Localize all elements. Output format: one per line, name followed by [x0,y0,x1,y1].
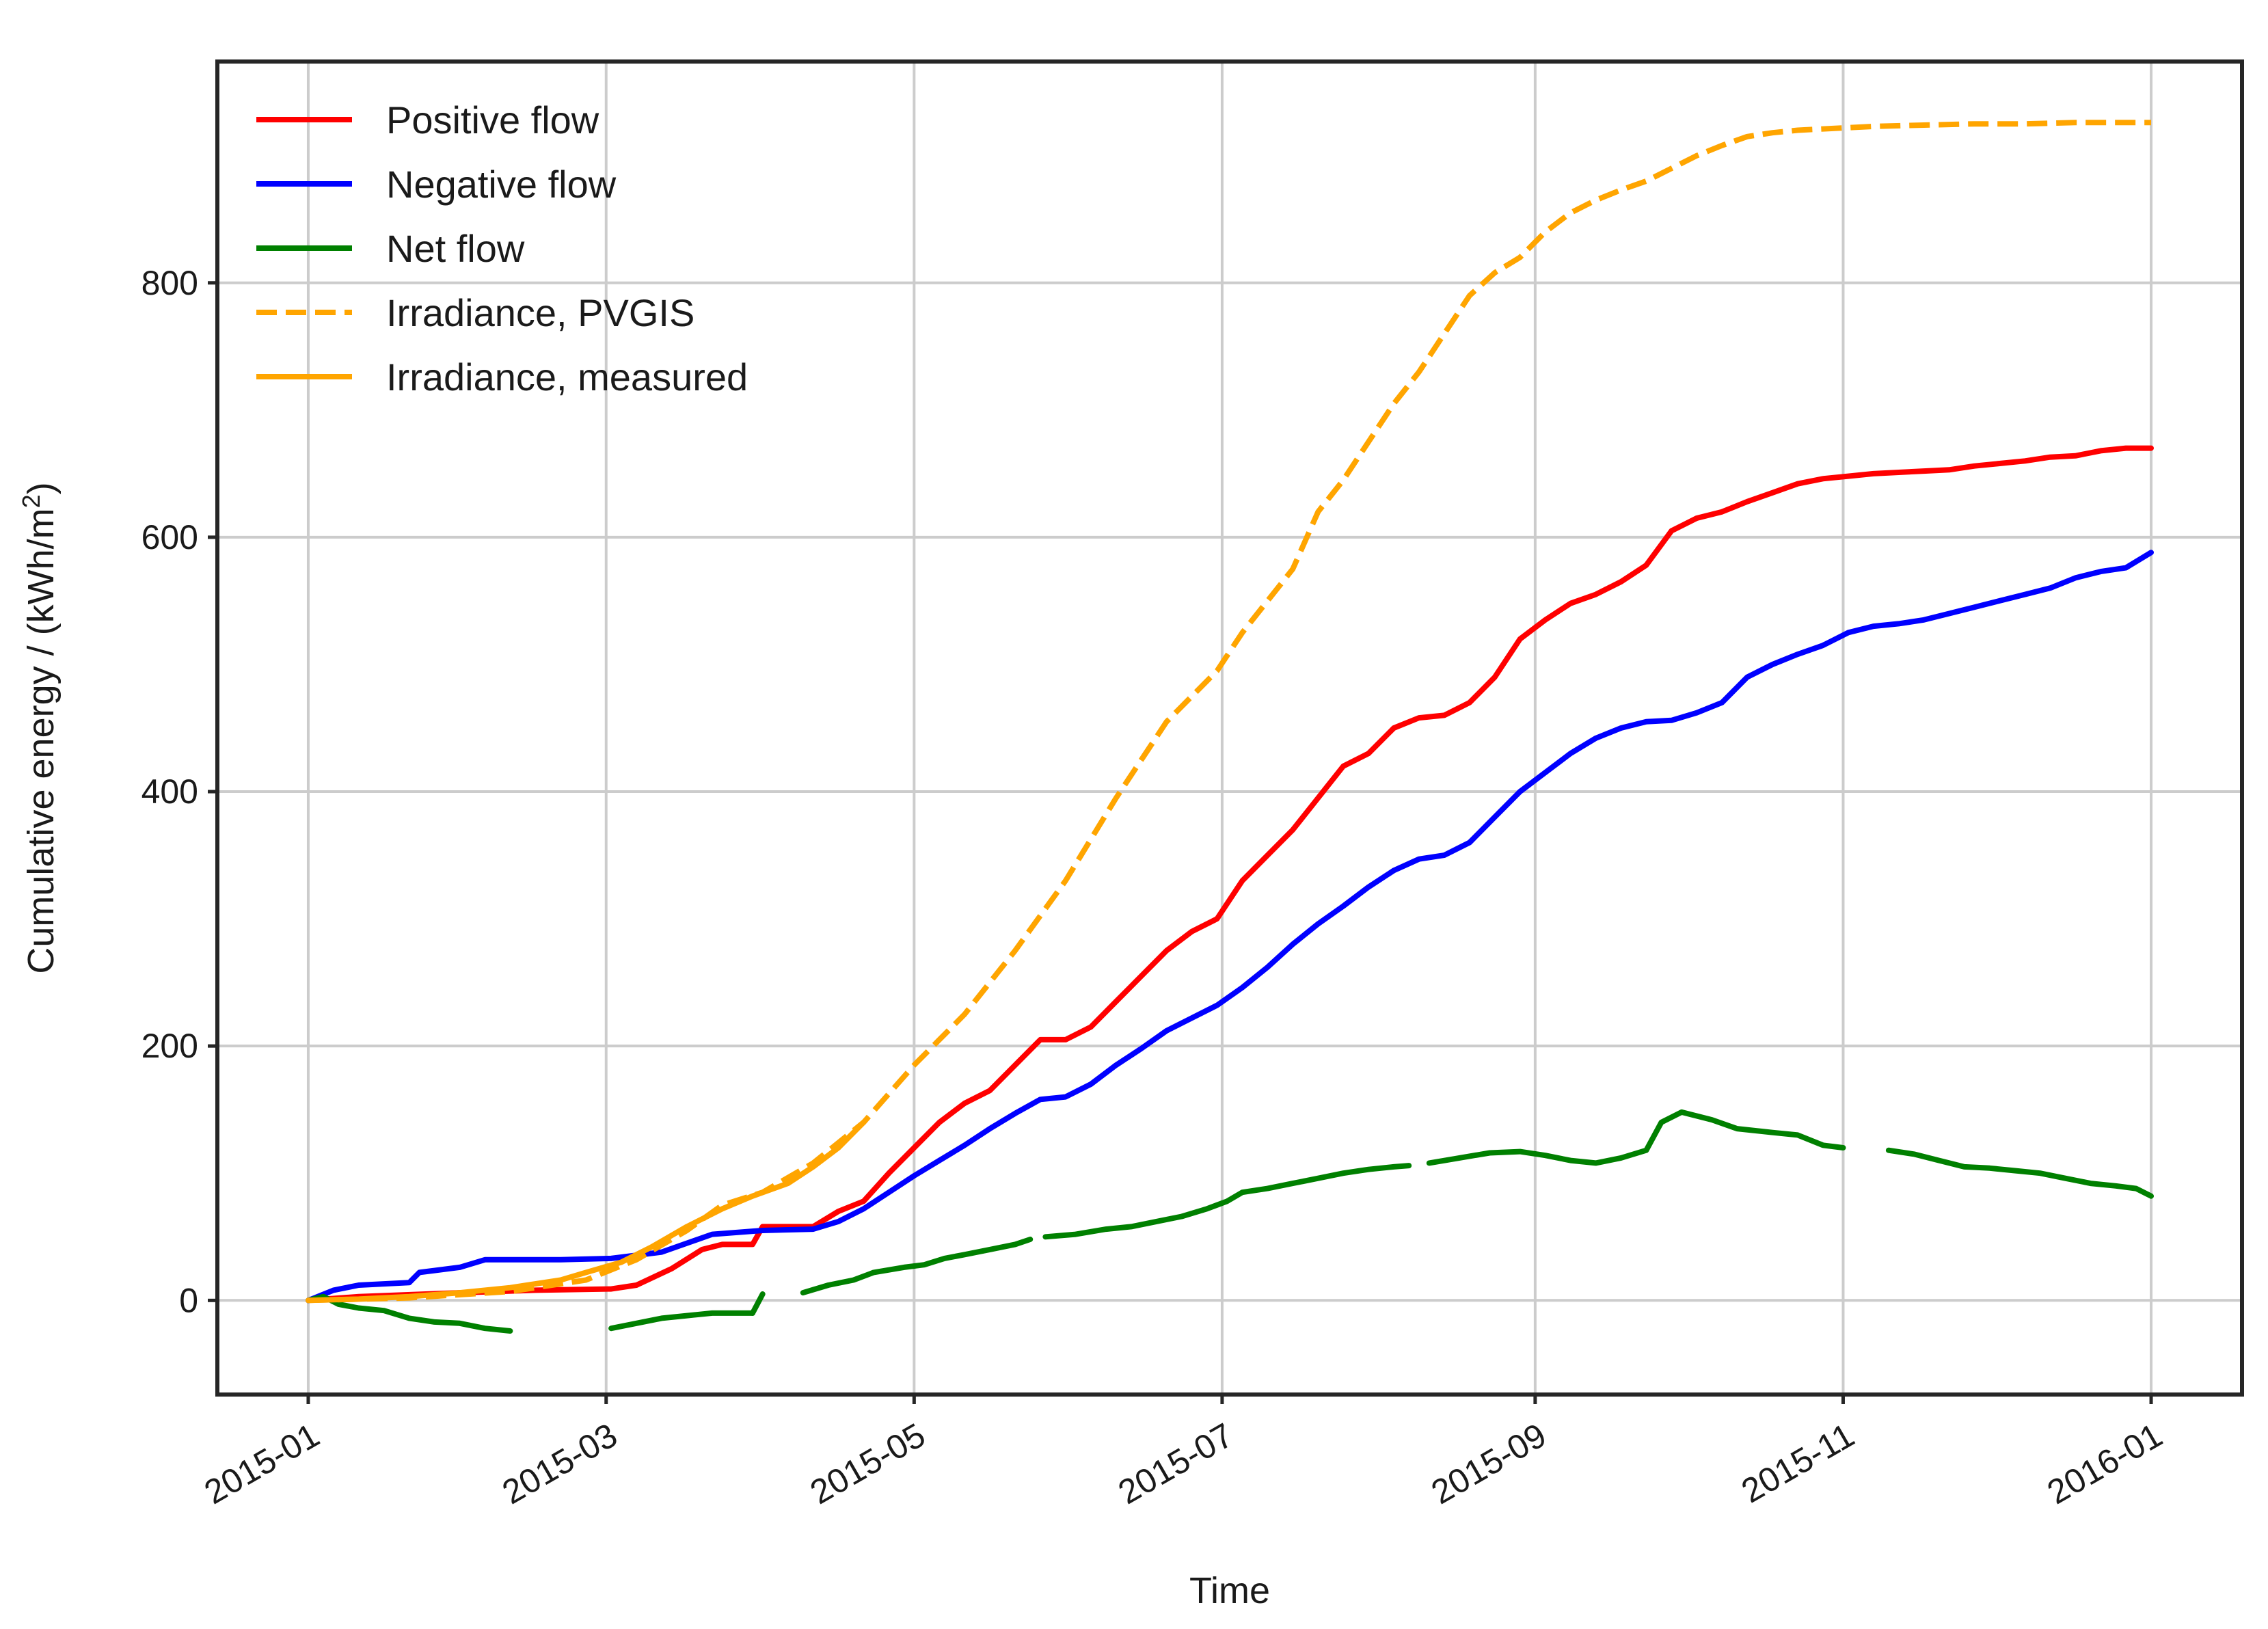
x-tick-label: 2015-05 [804,1416,932,1511]
y-tick-label: 800 [141,264,198,302]
series-line-positive-flow [306,445,2154,1304]
x-tick-label: 2015-03 [496,1416,623,1511]
legend-label-positive-flow: Positive flow [386,98,599,142]
series-line-irradiance-measured [306,1119,867,1304]
legend-label-irradiance-measured: Irradiance, measured [386,355,748,399]
legend-label-negative-flow: Negative flow [386,163,617,206]
series-line-net-flow [608,1310,755,1332]
legend-label-net-flow: Net flow [386,227,525,270]
y-axis-label: Cumulative energy / (kWh/m2) [17,482,62,973]
y-tick-label: 600 [141,518,198,556]
series-line-negative-flow [306,550,2154,1304]
series-line-net-flow [750,1291,766,1316]
y-axis-label-superscript: 2 [17,494,45,508]
series-line-net-flow [1042,1163,1412,1240]
x-axis-label: Time [1189,1570,1270,1611]
y-tick-label: 400 [141,772,198,811]
y-tick-label: 0 [179,1281,198,1319]
x-tick-label: 2015-07 [1112,1416,1240,1511]
y-axis-label-main: Cumulative energy / (kWh/m [21,508,62,973]
series-line-irradiance-pvgis [308,120,2151,1304]
x-tick-label: 2015-09 [1425,1416,1552,1511]
series-line-net-flow [800,1237,1034,1296]
plot-frame [215,59,2244,1397]
x-tick-label: 2015-01 [198,1416,326,1511]
legend-label-irradiance-pvgis: Irradiance, PVGIS [386,291,694,334]
y-tick-label: 200 [141,1027,198,1065]
grid-lines [217,62,2242,1395]
series-line-net-flow [1426,1109,1846,1166]
y-axis-label-suffix: ) [21,482,62,494]
series-line-net-flow [1885,1147,2154,1199]
x-tick-label: 2015-11 [1735,1416,1861,1510]
series-lines [306,120,2154,1334]
x-tick-label: 2016-01 [2041,1416,2169,1511]
legend: Positive flow Negative flow Net flow Irradi… [256,98,748,399]
